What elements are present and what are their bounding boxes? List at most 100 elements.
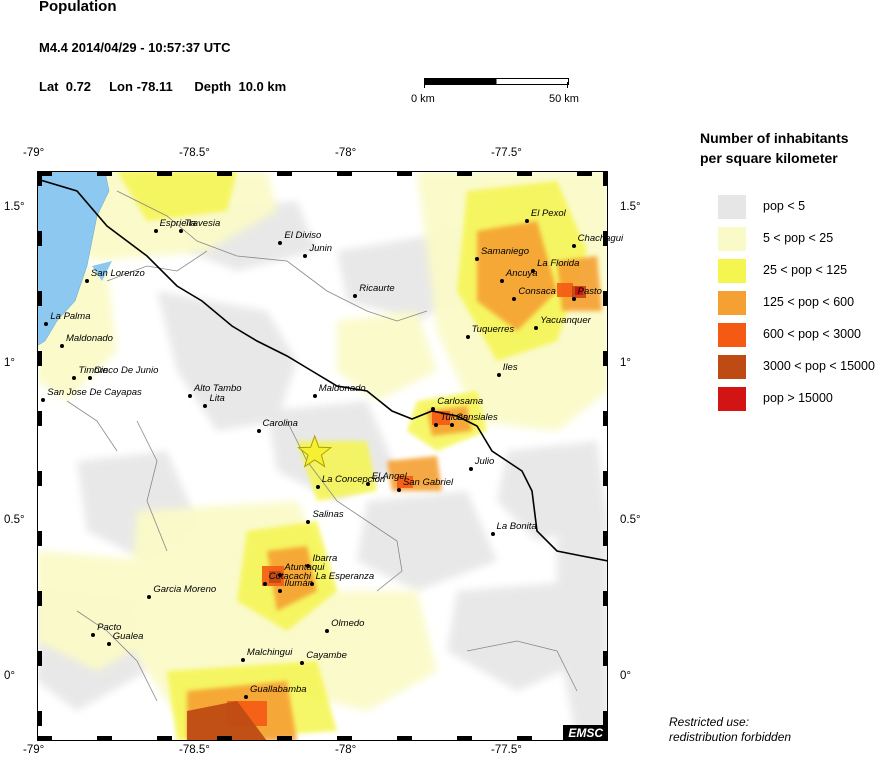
- place-dot: [465, 334, 470, 339]
- lat-tick-label: 0°: [620, 670, 631, 683]
- lat-value: 0.72: [65, 79, 92, 94]
- place-dot: [72, 375, 77, 380]
- frame-tick: [217, 171, 232, 176]
- place-label: La Bonita: [496, 521, 537, 533]
- place-dot: [306, 563, 311, 568]
- legend-swatch: [718, 259, 746, 283]
- frame-tick: [337, 736, 352, 741]
- place-dot: [449, 422, 454, 427]
- lon-label: Lon: [109, 79, 133, 94]
- place-label: La Concepcion: [321, 474, 386, 486]
- scale-bar: [424, 78, 584, 88]
- place-label: Carolina: [262, 417, 298, 429]
- place-label: Ancuya: [505, 267, 538, 279]
- lon-tick-label: -79°: [23, 147, 45, 159]
- emsc-watermark: EMSC: [563, 725, 608, 741]
- place-label: Garcia Moreno: [153, 583, 217, 595]
- place-dot: [325, 629, 330, 634]
- place-label: Gualea: [112, 630, 144, 642]
- legend-swatch: [718, 323, 746, 347]
- legend-swatch: [718, 387, 746, 411]
- frame-tick: [37, 291, 42, 306]
- place-label: Samaniego: [480, 245, 529, 257]
- place-dot: [396, 488, 401, 493]
- population-map[interactable]: Esprieila Travesia El Diviso Junin San Loren…: [36, 170, 623, 741]
- place-label: La Florida: [537, 258, 580, 270]
- lon-value: -78.11: [136, 79, 173, 94]
- place-dot: [512, 297, 517, 302]
- frame-tick: [337, 171, 352, 176]
- place-dot: [365, 482, 370, 487]
- lat-tick-label: 1°: [620, 357, 631, 370]
- lat-tick-label: 1.5°: [620, 200, 641, 213]
- frame-tick: [603, 351, 608, 366]
- place-label: La Esperanza: [315, 571, 375, 583]
- place-label: Maldonado: [318, 383, 366, 395]
- frame-tick: [397, 736, 412, 741]
- place-dot: [300, 660, 305, 665]
- legend-swatch: [718, 195, 746, 219]
- lat-tick-label: 0.5°: [620, 513, 641, 526]
- place-label: Cinco De Junio: [94, 364, 159, 376]
- place-label: Tulcan: [440, 411, 469, 423]
- depth-label: Depth: [194, 79, 232, 94]
- place-dot: [499, 278, 504, 283]
- scale-bar-end-label: 50 km: [549, 93, 579, 105]
- frame-tick: [97, 171, 112, 176]
- frame-tick: [577, 171, 592, 176]
- frame-tick: [457, 171, 472, 176]
- place-dot: [88, 375, 93, 380]
- place-dot: [91, 632, 96, 637]
- place-dot: [278, 573, 283, 577]
- lon-tick-label: -78.5°: [179, 744, 210, 756]
- place-dot: [187, 394, 192, 399]
- place-dot: [312, 394, 317, 399]
- place-dot: [571, 297, 576, 302]
- frame-tick: [37, 651, 42, 666]
- place-label: San Gabriel: [402, 477, 454, 489]
- place-dot: [534, 325, 539, 330]
- place-dot: [41, 397, 46, 402]
- frame-tick: [37, 591, 42, 606]
- place-label: San Jose De Cayapas: [47, 386, 142, 398]
- place-label: Pasto: [577, 286, 602, 298]
- place-dot: [244, 695, 249, 700]
- frame-tick: [37, 351, 42, 366]
- legend-item: 125 < pop < 600: [718, 291, 886, 315]
- footnote-line2: redistribution forbidden: [669, 730, 792, 744]
- depth-value: 10.0 km: [238, 79, 287, 94]
- frame-tick: [37, 531, 42, 546]
- place-dot: [571, 244, 576, 249]
- place-dot: [278, 588, 283, 593]
- place-dot: [309, 582, 314, 587]
- frame-tick: [277, 171, 292, 176]
- place-dot: [353, 294, 358, 299]
- frame-tick: [157, 736, 172, 741]
- frame-tick: [603, 651, 608, 666]
- place-dot: [306, 519, 311, 524]
- population-density-layer: [37, 171, 608, 741]
- place-label: Travesia: [184, 217, 221, 229]
- frame-tick: [603, 531, 608, 546]
- rivers: [66, 190, 578, 702]
- legend-label: 125 < pop < 600: [763, 295, 855, 309]
- legend-item: 5 < pop < 25: [718, 227, 886, 251]
- place-dot: [147, 594, 152, 599]
- legend-label: 3000 < pop < 15000: [763, 359, 875, 373]
- frame-tick: [37, 736, 52, 741]
- place-dot: [153, 228, 158, 233]
- place-label: Cayambe: [306, 649, 347, 661]
- place-label: Carlosama: [437, 396, 484, 408]
- place-label: La Palma: [50, 311, 91, 323]
- place-label: El Angel: [371, 471, 407, 483]
- place-label: Pacto: [97, 621, 122, 633]
- frame-tick: [457, 736, 472, 741]
- place-dot: [59, 344, 64, 349]
- country-border: [36, 178, 609, 562]
- legend-swatch: [718, 227, 746, 251]
- place-dot: [468, 466, 473, 471]
- place-dot: [256, 428, 261, 433]
- place-label: Lita: [209, 392, 225, 404]
- lon-tick-label: -78°: [335, 147, 357, 159]
- frame-tick: [603, 711, 608, 726]
